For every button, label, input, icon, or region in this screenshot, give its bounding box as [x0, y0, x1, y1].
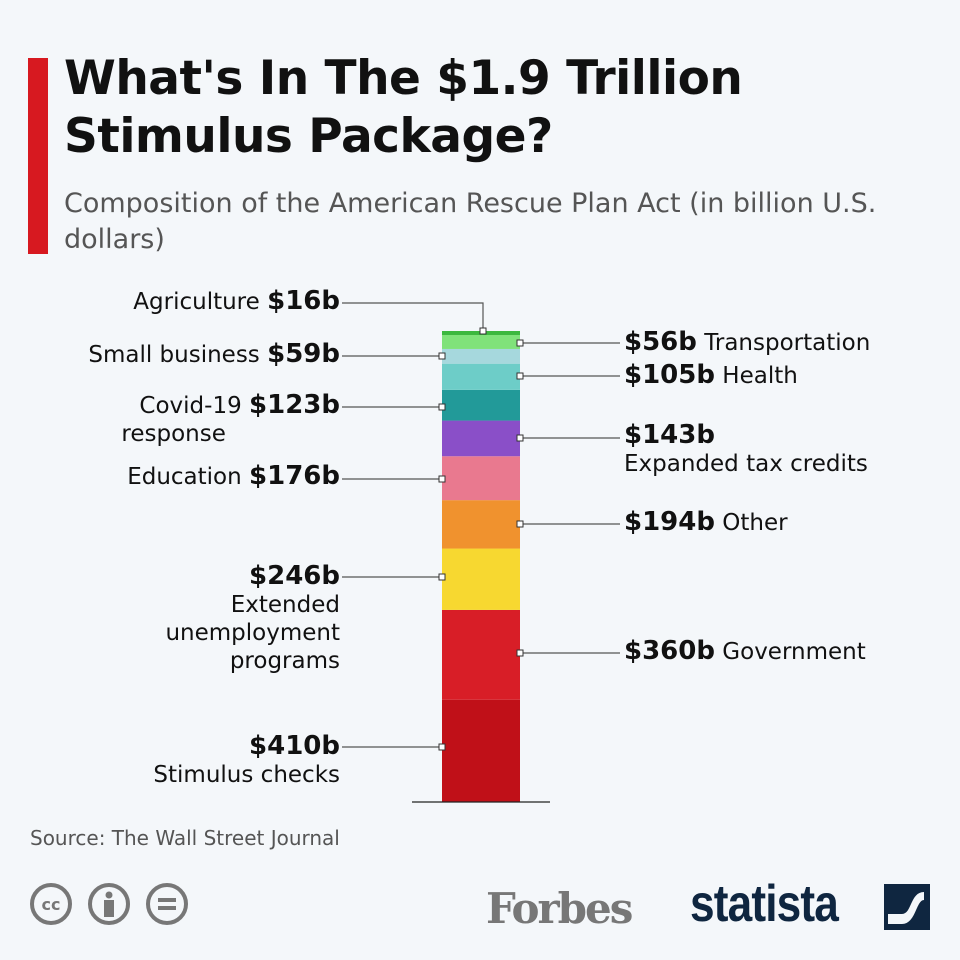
segment-label: Covid-19 $123b response [121, 390, 340, 447]
connector-marker [516, 372, 524, 380]
segment-value: $176b [249, 461, 340, 491]
no-derivatives-icon [146, 883, 188, 925]
bar-segment-extended-unemployment-programs [442, 548, 520, 610]
connector-marker [516, 649, 524, 657]
segment-name: Other [714, 510, 788, 536]
segment-name: Expanded tax credits [624, 451, 868, 477]
page-title: What's In The $1.9 Trillion Stimulus Pac… [64, 51, 743, 164]
segment-value: $59b [267, 339, 340, 369]
connector-marker [516, 339, 524, 347]
segment-value: $360b [624, 636, 715, 666]
segment-value: $123b [249, 390, 340, 420]
segment-name: Covid-19 [139, 393, 250, 419]
segment-label: $410b Stimulus checks [153, 732, 340, 789]
segment-name: Agriculture [133, 289, 268, 315]
connector-marker [516, 520, 524, 528]
connector-marker [438, 743, 446, 751]
segment-name: Stimulus checks [153, 762, 340, 788]
segment-label: $360b Government [624, 637, 866, 666]
statista-logo: statista [690, 875, 839, 933]
bar-segment-covid-19-response [442, 389, 520, 421]
forbes-logo: Forbes [486, 884, 633, 933]
segment-name: Government [714, 639, 866, 665]
segment-name: Extended unemployment programs [165, 592, 340, 674]
bar-segment-education [442, 456, 520, 501]
segment-value: $194b [624, 507, 715, 537]
segment-label: Agriculture $16b [133, 287, 340, 316]
segment-label: Education $176b [127, 462, 340, 491]
cc-text: cc [41, 894, 61, 914]
segment-label: $56b Transportation [624, 328, 870, 357]
connector-line [342, 302, 484, 331]
connector-marker [438, 352, 446, 360]
segment-label: $194b Other [624, 508, 788, 537]
bar-segment-health [442, 363, 520, 390]
segment-name: Health [714, 363, 798, 389]
segment-value: $105b [624, 360, 715, 390]
segment-value: $56b [624, 327, 697, 357]
segment-name: Education [127, 464, 250, 490]
connector-marker [438, 403, 446, 411]
segment-label: $105b Health [624, 361, 798, 390]
connector-marker [438, 475, 446, 483]
bar-segment-stimulus-checks [442, 699, 520, 802]
segment-label: Small business $59b [88, 340, 340, 369]
segment-label: $143b Expanded tax credits [624, 421, 868, 478]
connector-marker [479, 327, 487, 335]
segment-value: $143b [624, 420, 715, 450]
attribution-icon [88, 883, 130, 925]
segment-label: $246b Extended unemployment programs [110, 562, 340, 675]
segment-value: $246b [249, 561, 340, 591]
segment-name: Small business [88, 342, 268, 368]
bar-segment-transportation [442, 334, 520, 349]
source-note: Source: The Wall Street Journal [30, 826, 340, 850]
cc-icon: cc [30, 883, 72, 925]
statista-logo-icon [884, 884, 930, 930]
bar-segment-small-business [442, 348, 520, 364]
segment-name: Transportation [696, 330, 871, 356]
connector-marker [438, 573, 446, 581]
subtitle: Composition of the American Rescue Plan … [64, 188, 877, 255]
connector-marker [516, 434, 524, 442]
bar-segment-expanded-tax-credits [442, 420, 520, 457]
segment-value: $16b [267, 286, 340, 316]
accent-bar [28, 58, 48, 254]
bar-segment-government [442, 609, 520, 700]
bar-segment-other [442, 500, 520, 549]
segment-value: $410b [249, 731, 340, 761]
